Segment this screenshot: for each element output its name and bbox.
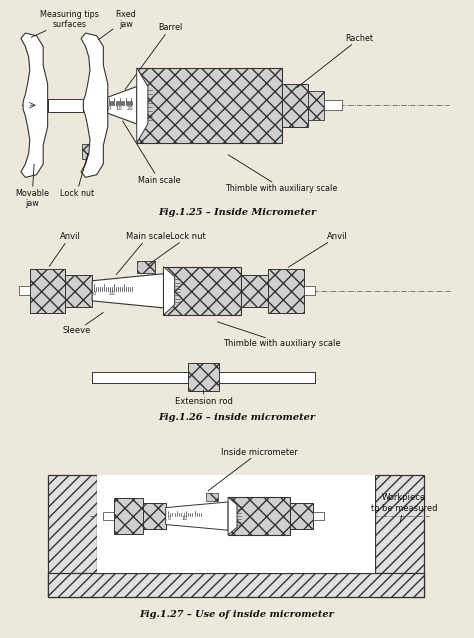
Bar [144,503,166,530]
Text: 0: 0 [167,516,171,521]
Bar [92,371,315,383]
Polygon shape [164,267,174,315]
Text: Main scale: Main scale [116,232,170,274]
Bar [18,286,30,295]
Bar [313,512,324,520]
Text: Fig.1.26 – inside micrometer: Fig.1.26 – inside micrometer [158,413,316,422]
Text: 0: 0 [93,291,96,296]
Text: Anvil: Anvil [288,232,348,267]
Text: Main scale: Main scale [123,121,180,184]
Text: Rachet: Rachet [297,34,374,87]
Bar [47,475,97,597]
Text: 10: 10 [109,291,116,296]
Text: Inside micrometer: Inside micrometer [208,448,298,491]
Text: 10: 10 [116,106,122,111]
Bar [188,363,219,391]
Bar [103,512,114,520]
Bar [324,100,342,110]
Polygon shape [166,502,228,530]
Text: Fig.1.27 – Use of inside micrometer: Fig.1.27 – Use of inside micrometer [140,611,334,619]
Polygon shape [228,497,237,535]
Text: 10: 10 [182,516,188,521]
Bar [241,275,268,307]
Text: 20: 20 [127,106,134,111]
Text: Barrel: Barrel [125,23,182,89]
Bar [137,261,155,272]
Bar [206,493,218,501]
Bar [65,275,92,307]
Text: Measuring tips
surfaces: Measuring tips surfaces [31,10,100,37]
Text: Extension rod: Extension rod [174,390,233,406]
Text: Lock nut: Lock nut [60,153,94,198]
Text: Workpiece
to be measured: Workpiece to be measured [371,493,438,523]
Bar [308,91,324,120]
Bar [282,84,308,126]
Bar [30,269,65,313]
Bar [304,286,315,295]
Bar [228,497,291,535]
Text: Fig.1.25 – Inside Micrometer: Fig.1.25 – Inside Micrometer [158,207,316,216]
Bar [97,475,375,572]
Polygon shape [137,68,148,143]
Bar [47,98,83,112]
Text: Thimble with auxiliary scale: Thimble with auxiliary scale [218,322,340,348]
Polygon shape [81,33,108,177]
Bar [82,144,96,159]
Polygon shape [108,87,137,124]
Text: Fixed
jaw: Fixed jaw [99,10,136,40]
Bar [291,503,313,530]
Text: Movable
jaw: Movable jaw [15,164,49,209]
Polygon shape [92,274,164,308]
Text: Lock nut: Lock nut [148,232,206,265]
Bar [114,498,144,534]
Bar [375,475,424,597]
Bar [137,68,282,143]
Text: Anvil: Anvil [49,232,81,267]
Text: Thimble with auxiliary scale: Thimble with auxiliary scale [226,155,337,193]
Polygon shape [21,33,47,177]
Text: 0: 0 [107,106,110,111]
Bar [268,269,304,313]
Text: Sleeve: Sleeve [63,313,103,336]
Bar [47,572,424,597]
Bar [164,267,241,315]
